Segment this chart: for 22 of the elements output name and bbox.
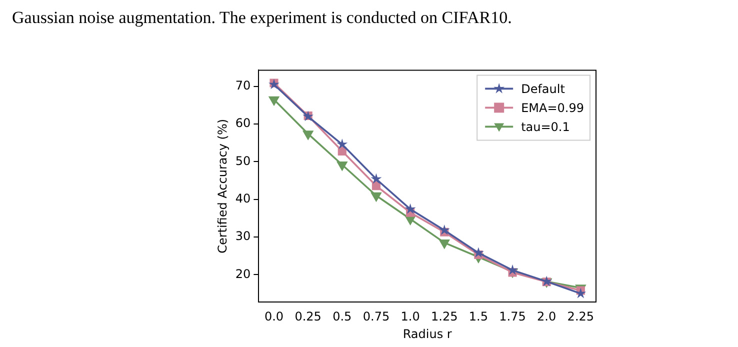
x-tick-label: 1.25	[431, 310, 458, 324]
y-tick-label: 30	[235, 229, 251, 244]
x-tick-label: 2.0	[537, 310, 556, 324]
y-tick-label: 70	[235, 78, 251, 93]
x-axis-title: Radius r	[402, 326, 452, 341]
legend-label: EMA=0.99	[521, 100, 584, 115]
y-axis-title: Certified Accuracy (%)	[215, 118, 230, 254]
x-tick-label: 2.25	[567, 310, 594, 324]
x-tick-label: 1.75	[499, 310, 526, 324]
x-tick-label: 0.25	[294, 310, 322, 324]
x-tick-label: 0.75	[362, 310, 390, 324]
legend-label: Default	[521, 82, 566, 96]
y-tick-label: 40	[235, 192, 251, 206]
x-tick-label: 1.5	[468, 310, 488, 324]
legend-label: tau=0.1	[521, 120, 570, 134]
x-tick-label: 0.5	[332, 310, 352, 324]
x-tick-label: 0.0	[264, 310, 284, 324]
text: Gaussian noise augmentation. The experiment is conducted on CIFAR10.	[12, 8, 512, 28]
y-tick-label: 50	[235, 154, 251, 168]
y-tick-label: 20	[235, 266, 251, 281]
y-tick-label: 60	[235, 116, 251, 130]
x-tick-label: 1.0	[400, 310, 420, 324]
